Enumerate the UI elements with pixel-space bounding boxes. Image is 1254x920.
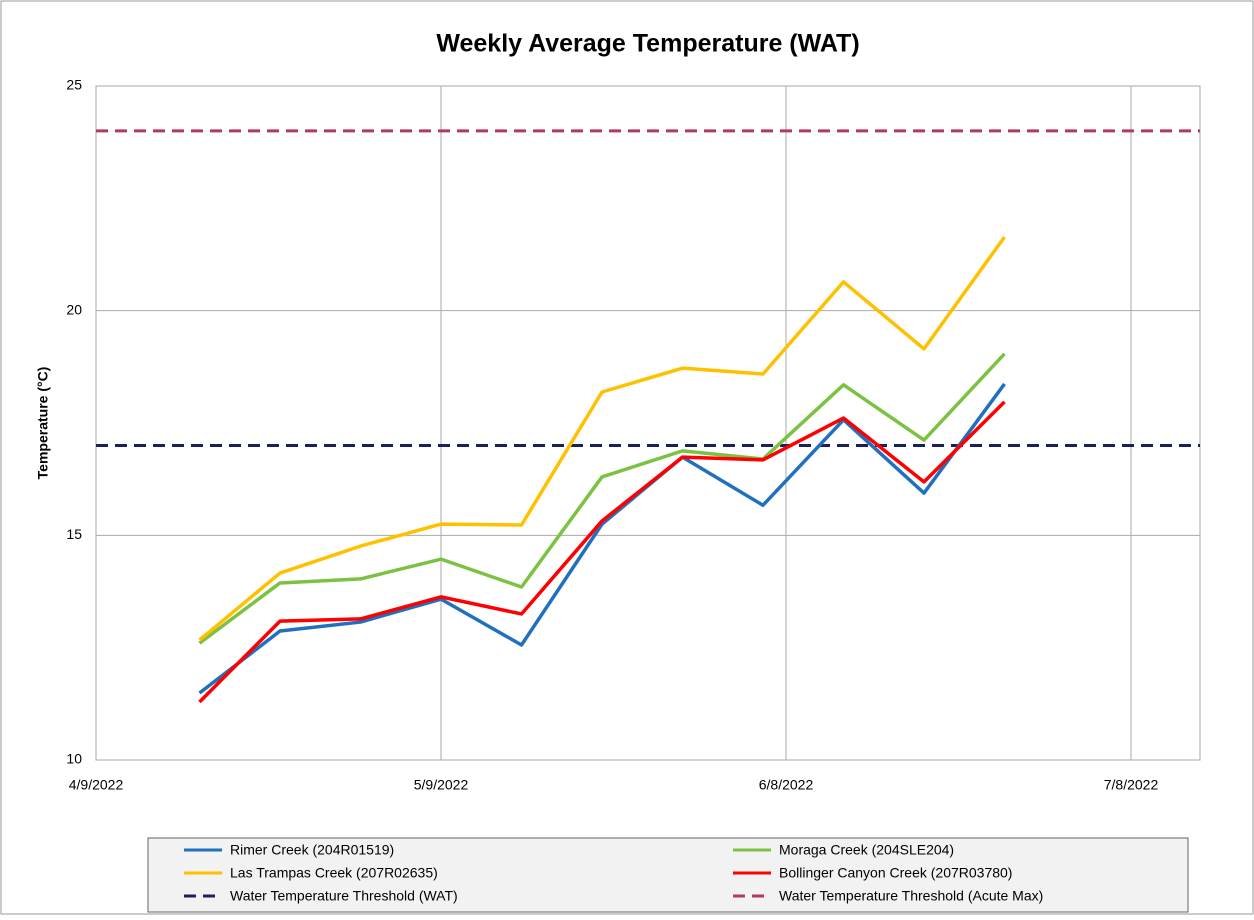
y-axis-label: Temperature (°C): [35, 367, 51, 480]
y-tick-label: 20: [66, 301, 82, 317]
legend-label: Moraga Creek (204SLE204): [779, 842, 954, 858]
series-line: [198, 235, 1006, 642]
legend-label: Water Temperature Threshold (WAT): [230, 888, 458, 904]
legend-label: Bollinger Canyon Creek (207R03780): [779, 865, 1012, 881]
y-tick-label: 15: [66, 526, 82, 542]
series-line: [198, 352, 1006, 645]
y-tick-label: 10: [66, 751, 82, 767]
chart-title: Weekly Average Temperature (WAT): [436, 30, 859, 58]
x-tick-label: 4/9/2022: [69, 777, 124, 793]
legend-label: Water Temperature Threshold (Acute Max): [779, 888, 1043, 904]
series-line: [198, 382, 1006, 695]
x-tick-label: 6/8/2022: [759, 777, 814, 793]
x-tick-label: 7/8/2022: [1104, 777, 1159, 793]
y-tick-label: 25: [66, 77, 82, 93]
series-line: [198, 400, 1006, 704]
legend-box: [147, 837, 1189, 913]
legend-label: Rimer Creek (204R01519): [230, 842, 394, 858]
legend-label: Las Trampas Creek (207R02635): [230, 865, 438, 881]
x-tick-label: 5/9/2022: [414, 777, 469, 793]
